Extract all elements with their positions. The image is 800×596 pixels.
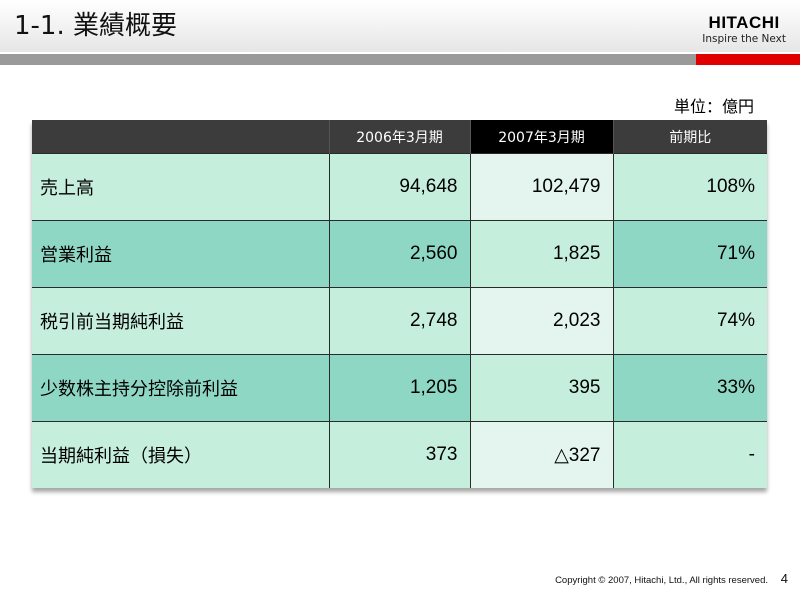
value-fy2007: △327 [469,421,613,488]
value-fy2007: 102,479 [469,153,613,221]
header-blank [32,120,329,154]
value-fy2006: 1,205 [328,354,470,422]
value-fy2007: 395 [469,354,613,422]
table-row: 営業利益 2,560 1,825 71% [32,220,767,288]
header-divider-gray [0,54,696,65]
value-ratio: 33% [612,354,767,422]
row-label: 少数株主持分控除前利益 [32,354,329,422]
header-fy2006: 2006年3月期 [328,120,470,154]
page-number: 4 [780,571,788,586]
value-ratio: - [612,421,767,488]
value-fy2006: 2,748 [328,287,470,355]
table-header-row: 2006年3月期 2007年3月期 前期比 [32,120,767,154]
value-fy2006: 2,560 [328,220,470,288]
results-table: 2006年3月期 2007年3月期 前期比 売上高 94,648 102,479… [32,120,767,488]
row-label: 税引前当期純利益 [32,287,329,355]
row-label: 当期純利益（損失） [32,421,329,488]
table-row: 税引前当期純利益 2,748 2,023 74% [32,287,767,355]
logo-wordmark: HITACHI [708,13,780,32]
table-row: 少数株主持分控除前利益 1,205 395 33% [32,354,767,422]
value-fy2007: 2,023 [469,287,613,355]
value-fy2006: 94,648 [328,153,470,221]
value-ratio: 108% [612,153,767,221]
value-fy2006: 373 [328,421,470,488]
unit-label: 単位：億円 [673,97,754,116]
logo-tagline: Inspire the Next [702,33,786,45]
copyright-notice: Copyright © 2007, Hitachi, Ltd., All rig… [555,575,768,586]
row-label: 売上高 [32,153,329,221]
header-ratio: 前期比 [612,120,767,154]
value-ratio: 74% [612,287,767,355]
row-label: 営業利益 [32,220,329,288]
value-ratio: 71% [612,220,767,288]
table-row: 当期純利益（損失） 373 △327 - [32,421,767,488]
hitachi-logo: HITACHI Inspire the Next [702,14,786,46]
header-divider-red [696,54,800,65]
table-row: 売上高 94,648 102,479 108% [32,153,767,221]
header-fy2007: 2007年3月期 [469,120,613,154]
value-fy2007: 1,825 [469,220,613,288]
slide-title: 1-1. 業績概要 [14,11,177,41]
slide-header: 1-1. 業績概要 HITACHI Inspire the Next [0,0,800,52]
